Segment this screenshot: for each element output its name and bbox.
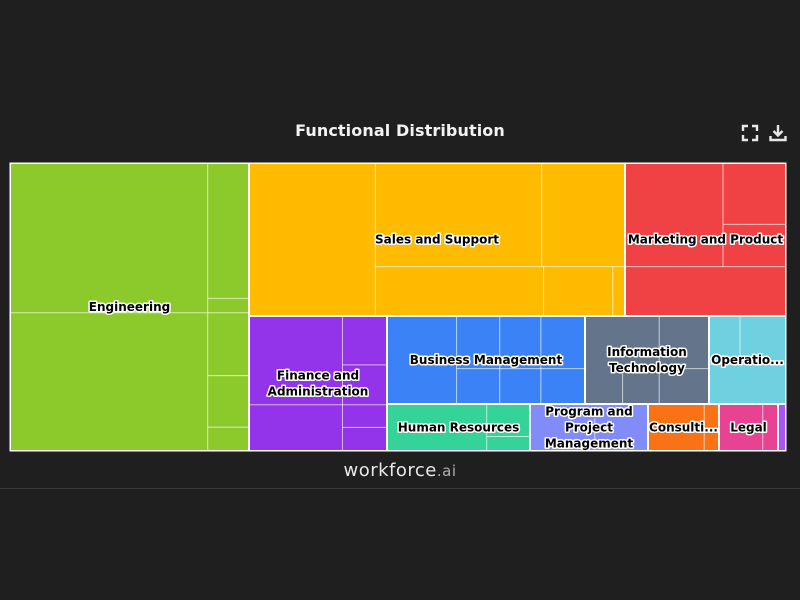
treemap-cell-engineering[interactable]: Engineering <box>11 164 248 450</box>
treemap-rect-finance-and-administration <box>250 317 386 450</box>
treemap-rect-consulting <box>649 405 718 450</box>
treemap-rect-program-and-project-management <box>531 405 647 450</box>
fullscreen-icon <box>741 124 759 142</box>
treemap-cell-legal[interactable]: Legal <box>720 405 777 450</box>
download-icon <box>769 125 787 142</box>
divider <box>0 488 800 489</box>
treemap-cell-other[interactable] <box>779 405 785 450</box>
treemap-cell-consulting[interactable]: Consulti... <box>648 405 719 450</box>
treemap-rect-business-management <box>388 317 584 403</box>
treemap-rect-sales-and-support <box>250 164 624 315</box>
treemap: Engineering Sales and Support Marketing an… <box>9 162 787 452</box>
brand-logo: workforce.ai <box>0 460 800 481</box>
treemap-label-business-management: Business Management <box>410 353 563 367</box>
treemap-label-operations: Operatio... <box>711 353 784 367</box>
treemap-cell-program-and-project-management[interactable]: Program and Project Management <box>531 403 647 452</box>
treemap-rect-other <box>779 405 785 450</box>
treemap-cell-marketing-and-product[interactable]: Marketing and Product <box>626 164 785 315</box>
treemap-label-consulting: Consulti... <box>649 421 718 435</box>
treemap-rect-legal <box>720 405 777 450</box>
download-button[interactable] <box>769 124 787 142</box>
brand-suffix: .ai <box>436 462 457 480</box>
treemap-label-human-resources: Human Resources <box>398 421 520 435</box>
treemap-label-finance-and-administration: Finance and Administration <box>268 369 369 399</box>
chart-title: Functional Distribution <box>295 121 505 140</box>
treemap-cell-operations[interactable]: Operatio... <box>710 317 785 403</box>
treemap-label-program-and-project-management: Program and Project Management <box>545 405 634 451</box>
treemap-rect-human-resources <box>388 405 529 450</box>
treemap-cell-business-management[interactable]: Business Management <box>388 317 584 403</box>
treemap-rect-engineering <box>11 164 248 450</box>
treemap-cell-finance-and-administration[interactable]: Finance and Administration <box>250 317 386 450</box>
treemap-cell-information-technology[interactable]: Information Technology <box>586 317 708 403</box>
treemap-rect-marketing-and-product <box>626 164 785 315</box>
treemap-rect-information-technology <box>586 317 708 403</box>
treemap-label-marketing-and-product: Marketing and Product <box>628 233 784 247</box>
treemap-label-sales-and-support: Sales and Support <box>375 233 499 247</box>
treemap-label-engineering: Engineering <box>89 300 170 314</box>
treemap-label-information-technology: Information Technology <box>607 345 687 375</box>
brand-name: workforce <box>343 460 437 481</box>
fullscreen-button[interactable] <box>741 124 759 142</box>
treemap-rect-operations <box>710 317 785 403</box>
treemap-cell-human-resources[interactable]: Human Resources <box>388 405 529 450</box>
treemap-label-legal: Legal <box>730 421 767 435</box>
treemap-cell-sales-and-support[interactable]: Sales and Support <box>250 164 624 315</box>
